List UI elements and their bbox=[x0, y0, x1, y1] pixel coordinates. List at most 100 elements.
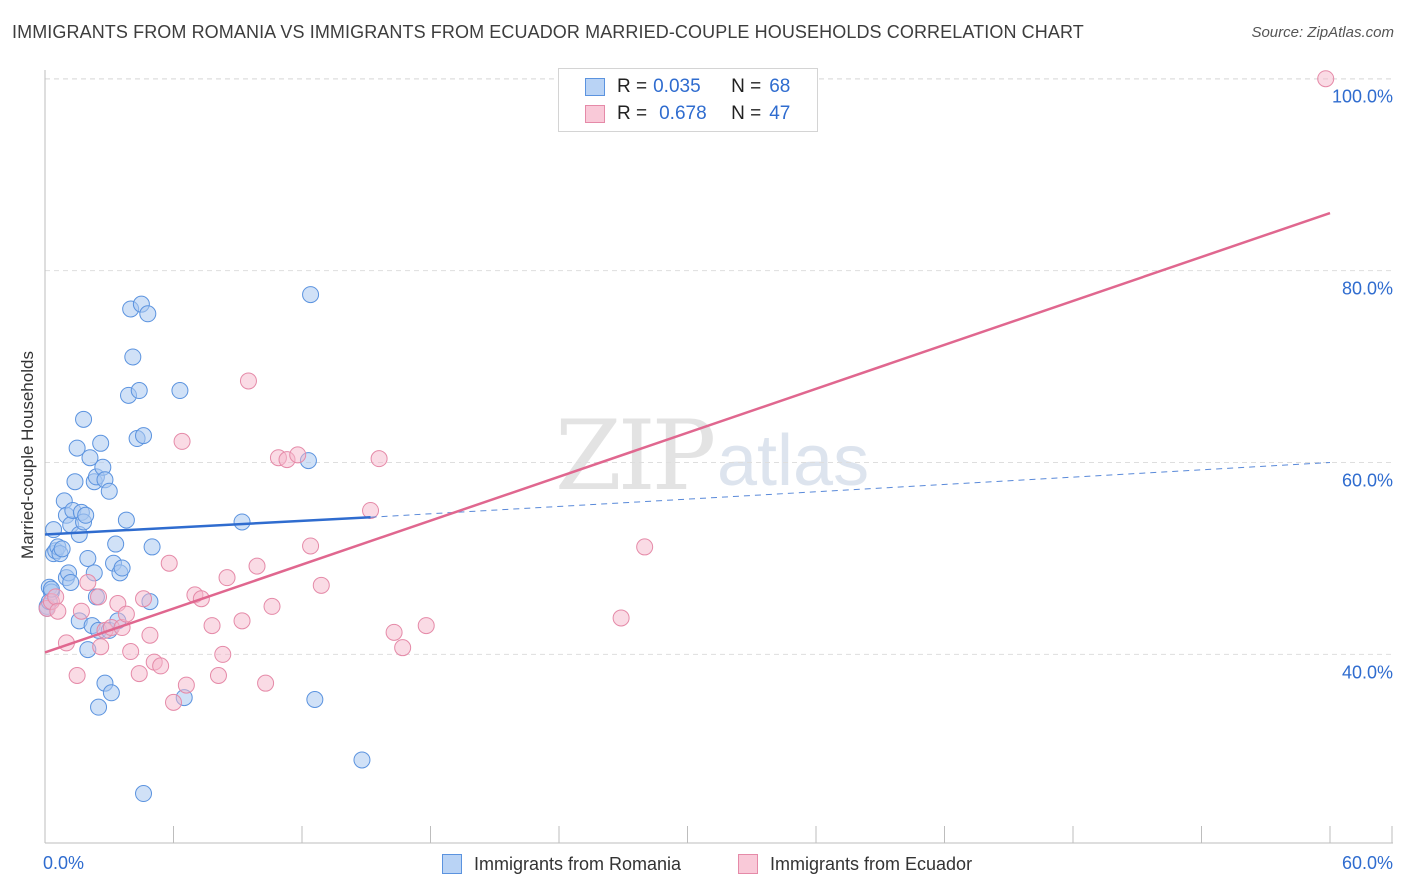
ecuador-point-34 bbox=[257, 674, 275, 692]
romania-point-38 bbox=[100, 482, 118, 500]
ecuador-point-28 bbox=[209, 667, 227, 685]
ecuador-point-21 bbox=[160, 554, 178, 572]
romania-point-54 bbox=[135, 785, 153, 803]
ecuador-point-22 bbox=[165, 693, 182, 711]
romania-point-18 bbox=[68, 439, 86, 457]
ecuador-point-17 bbox=[135, 590, 153, 608]
romania-trend-line bbox=[44, 515, 371, 536]
romania-n-label: N = bbox=[731, 76, 762, 97]
ecuador-point-46 bbox=[612, 609, 630, 627]
romania-point-17 bbox=[66, 473, 84, 491]
ecuador-point-9 bbox=[92, 638, 110, 656]
x-tick-labels: 0.0% 60.0% bbox=[43, 853, 1393, 873]
trend-lines bbox=[44, 211, 1331, 654]
romania-point-60 bbox=[233, 513, 251, 531]
romania-point-15 bbox=[62, 573, 80, 591]
ecuador-points bbox=[38, 70, 1335, 711]
romania-point-22 bbox=[75, 410, 93, 428]
romania-point-53 bbox=[135, 427, 153, 445]
ecuador-point-3 bbox=[49, 602, 67, 620]
ecuador-point-14 bbox=[117, 605, 135, 623]
ecuador-point-45 bbox=[417, 617, 435, 635]
ecuador-trend-line bbox=[44, 211, 1331, 654]
x-tick-label-min: 0.0% bbox=[43, 853, 84, 873]
ecuador-point-33 bbox=[248, 557, 266, 575]
romania-trend-extension bbox=[370, 462, 1331, 518]
ecuador-point-23 bbox=[173, 432, 191, 450]
romania-r-label: R = bbox=[617, 76, 648, 97]
ecuador-point-38 bbox=[289, 446, 307, 464]
legend-row-ecuador: R = 0.678 N = 47 bbox=[585, 102, 790, 126]
romania-point-57 bbox=[143, 538, 161, 556]
romania-swatch bbox=[585, 78, 605, 96]
ecuador-n-value: 47 bbox=[769, 103, 791, 124]
romania-r-value: 0.035 bbox=[653, 76, 701, 97]
ecuador-point-24 bbox=[177, 676, 195, 694]
romania-points bbox=[38, 286, 371, 803]
romania-point-32 bbox=[90, 698, 108, 716]
x-tick-label-max: 60.0% bbox=[1342, 853, 1393, 873]
ecuador-point-44 bbox=[394, 639, 412, 657]
ecuador-point-41 bbox=[362, 501, 380, 519]
ecuador-point-15 bbox=[122, 643, 140, 661]
ecuador-point-27 bbox=[203, 617, 221, 635]
ecuador-r-value: 0.678 bbox=[659, 103, 707, 124]
romania-point-64 bbox=[353, 751, 371, 769]
romania-point-34 bbox=[92, 434, 110, 452]
ecuador-point-40 bbox=[312, 576, 330, 594]
legend-row-romania: R = 0.035 N = 68 bbox=[585, 75, 790, 99]
ecuador-point-2 bbox=[47, 588, 65, 606]
bottom-legend-romania: Immigrants from Romania bbox=[442, 852, 681, 876]
romania-point-63 bbox=[306, 690, 324, 708]
ecuador-point-18 bbox=[141, 626, 159, 644]
y-tick-label-80: 80.0% bbox=[1342, 279, 1393, 299]
ecuador-point-48 bbox=[1317, 70, 1335, 88]
romania-point-46 bbox=[117, 511, 135, 529]
bottom-legend-ecuador: Immigrants from Ecuador bbox=[738, 852, 972, 876]
ecuador-swatch bbox=[585, 105, 605, 123]
source-credit: Source: ZipAtlas.com bbox=[1251, 24, 1394, 41]
ecuador-point-5 bbox=[68, 667, 86, 685]
ecuador-point-8 bbox=[90, 588, 108, 606]
romania-point-55 bbox=[139, 305, 157, 323]
ecuador-point-29 bbox=[214, 645, 232, 663]
watermark-zip: ZIP bbox=[555, 400, 716, 512]
romania-legend-swatch bbox=[442, 854, 462, 874]
romania-point-40 bbox=[102, 684, 120, 702]
ecuador-point-32 bbox=[239, 372, 257, 390]
ecuador-point-35 bbox=[263, 597, 281, 615]
ecuador-point-31 bbox=[233, 612, 251, 630]
y-tick-label-100: 100.0% bbox=[1332, 87, 1393, 107]
ecuador-point-20 bbox=[152, 657, 170, 675]
ecuador-legend-label: Immigrants from Ecuador bbox=[770, 853, 973, 874]
romania-point-58 bbox=[171, 382, 189, 400]
romania-point-27 bbox=[81, 449, 99, 467]
ecuador-r-label: R = bbox=[617, 103, 648, 124]
chart-title: IMMIGRANTS FROM ROMANIA VS IMMIGRANTS FR… bbox=[12, 22, 1084, 42]
gridlines bbox=[45, 78, 1393, 655]
y-tick-labels: 40.0% 60.0% 80.0% 100.0% bbox=[1332, 87, 1393, 683]
axes bbox=[44, 70, 1393, 844]
romania-point-49 bbox=[124, 348, 142, 366]
ecuador-n-label: N = bbox=[731, 103, 762, 124]
ecuador-point-7 bbox=[79, 573, 97, 591]
romania-point-62 bbox=[302, 286, 320, 304]
ecuador-point-6 bbox=[72, 602, 90, 620]
romania-point-45 bbox=[113, 559, 131, 577]
romania-legend-label: Immigrants from Romania bbox=[474, 853, 682, 874]
ecuador-point-47 bbox=[636, 538, 654, 556]
ecuador-point-39 bbox=[302, 537, 320, 555]
ecuador-legend-swatch bbox=[738, 854, 758, 874]
ecuador-point-16 bbox=[130, 665, 148, 683]
watermark-atlas: atlas bbox=[717, 421, 870, 501]
romania-point-9 bbox=[53, 540, 71, 558]
y-tick-label-60: 60.0% bbox=[1342, 471, 1393, 491]
ecuador-point-43 bbox=[385, 623, 403, 641]
romania-point-25 bbox=[79, 549, 97, 567]
correlation-legend: R = 0.035 N = 68 R = 0.678 N = 47 bbox=[558, 68, 818, 132]
romania-n-value: 68 bbox=[769, 76, 791, 97]
ecuador-point-42 bbox=[370, 450, 388, 468]
romania-point-42 bbox=[107, 535, 125, 553]
romania-point-24 bbox=[77, 506, 95, 524]
